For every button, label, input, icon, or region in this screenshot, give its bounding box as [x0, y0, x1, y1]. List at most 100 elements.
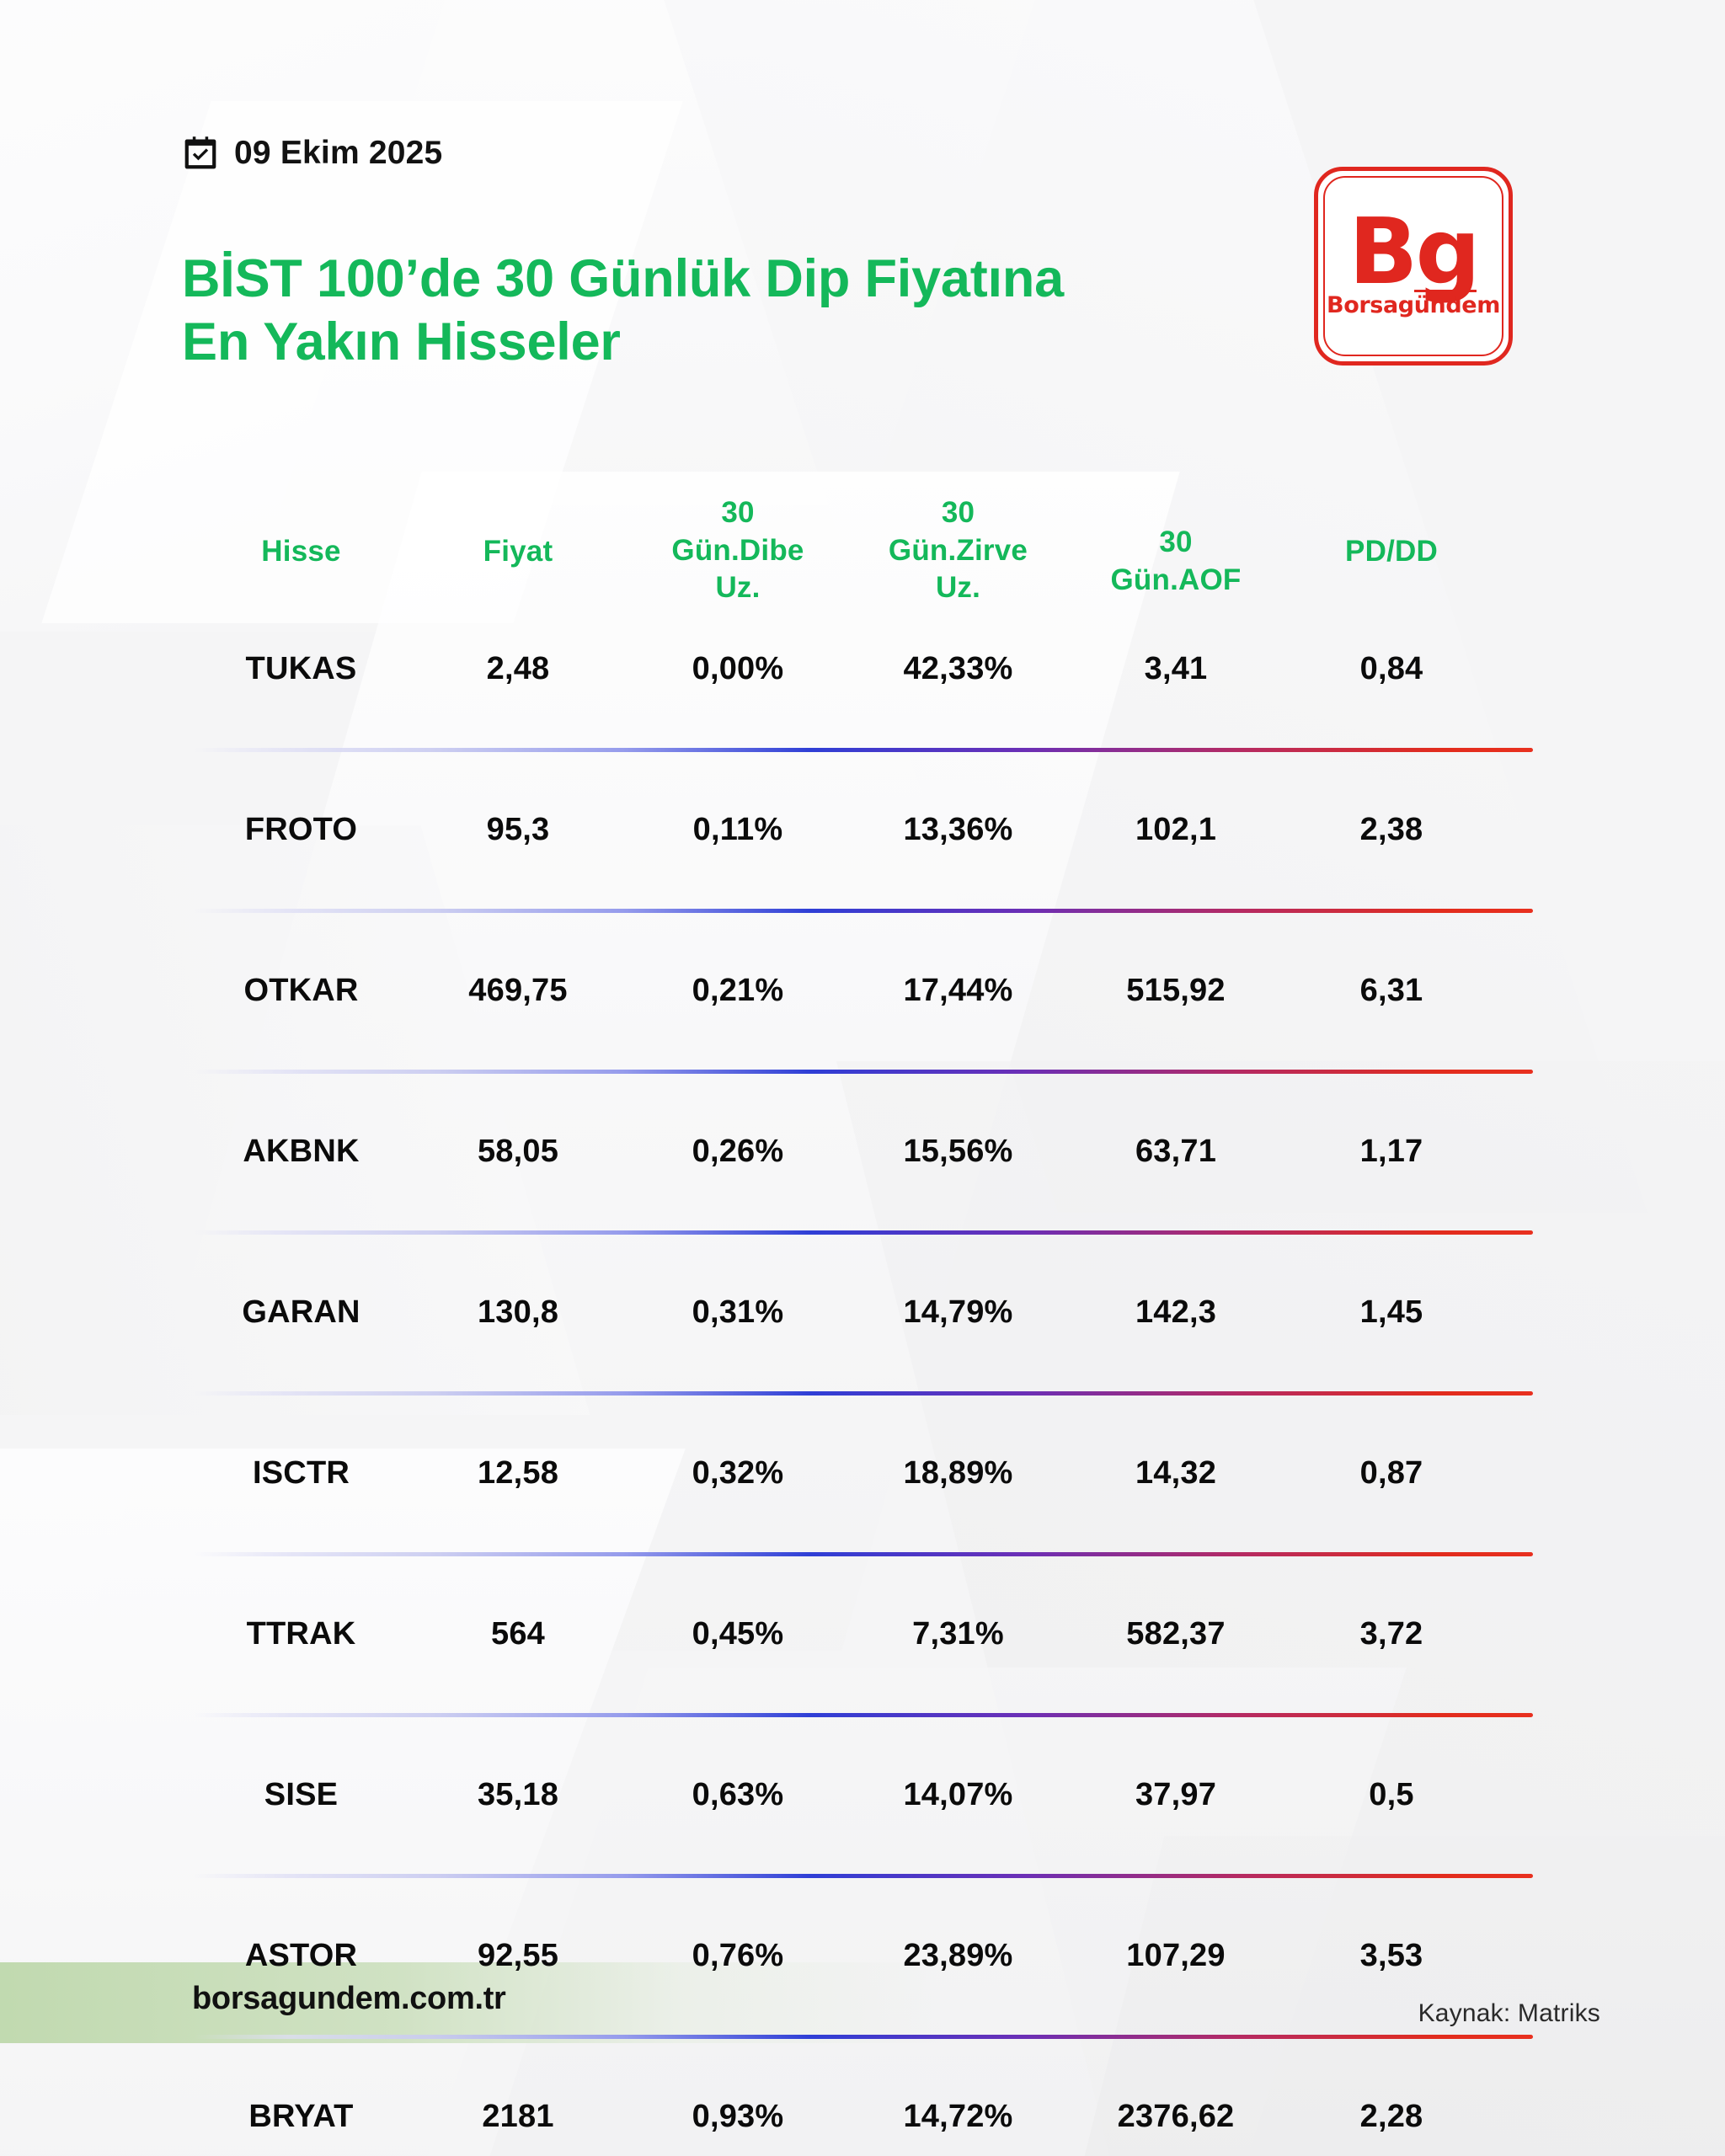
table-row: AKBNK 58,05 0,26% 15,56% 63,71 1,17 [194, 1114, 1533, 1189]
cell-zirve: 42,33% [903, 651, 1013, 686]
cell-fiyat: 92,55 [477, 1938, 559, 1973]
cell-zirve: 23,89% [903, 1938, 1013, 1973]
site-url[interactable]: borsagundem.com.tr [192, 1981, 506, 2016]
cell-zirve: 14,07% [903, 1777, 1013, 1812]
cell-aof: 515,92 [1126, 973, 1226, 1008]
footer-green-band [0, 1962, 943, 2043]
table-row: TUKAS 2,48 0,00% 42,33% 3,41 0,84 [194, 632, 1533, 707]
row-separator [194, 1874, 1533, 1878]
cell-fiyat: 564 [490, 1616, 545, 1652]
cell-aof: 3,41 [1144, 651, 1208, 686]
cell-aof: 37,97 [1135, 1777, 1217, 1812]
cell-hisse: GARAN [242, 1294, 360, 1330]
cell-hisse: ISCTR [253, 1455, 350, 1491]
row-separator [194, 748, 1533, 752]
row-separator [194, 1391, 1533, 1396]
cell-dibe: 0,93% [692, 2099, 784, 2134]
cell-fiyat: 58,05 [477, 1134, 559, 1169]
cell-hisse: ASTOR [244, 1938, 358, 1973]
column-header-fiyat: Fiyat [483, 534, 553, 568]
cell-zirve: 18,89% [903, 1455, 1013, 1491]
cell-hisse: AKBNK [243, 1134, 360, 1169]
cell-hisse: FROTO [244, 812, 358, 847]
title-line-1: BİST 100’de 30 Günlük Dip Fiyatına [182, 249, 1064, 309]
cell-dibe: 0,00% [692, 651, 784, 686]
cell-aof: 102,1 [1135, 812, 1217, 847]
cell-fiyat: 2,48 [486, 651, 550, 686]
column-header-zirve-uz: 30 Gün.Zirve Uz. [888, 495, 1028, 605]
cell-dibe: 0,21% [692, 973, 784, 1008]
table-row: GARAN 130,8 0,31% 14,79% 142,3 1,45 [194, 1275, 1533, 1350]
page-title: BİST 100’de 30 Günlük Dip Fiyatına En Ya… [182, 248, 1285, 373]
cell-dibe: 0,26% [692, 1134, 784, 1169]
logo-mark-bg: Bg [1348, 199, 1481, 305]
cell-pddd: 0,87 [1359, 1455, 1423, 1491]
cell-zirve: 15,56% [903, 1134, 1013, 1169]
row-separator [194, 1713, 1533, 1717]
cell-zirve: 13,36% [903, 812, 1013, 847]
column-header-aof: 30 Gün.AOF [1110, 526, 1242, 596]
column-header-pddd: PD/DD [1345, 534, 1438, 568]
cell-fiyat: 95,3 [486, 812, 550, 847]
cell-hisse: SISE [264, 1777, 339, 1812]
column-header-dibe-uz: 30 Gün.Dibe Uz. [671, 495, 804, 605]
table-row: BRYAT 2181 0,93% 14,72% 2376,62 2,28 [194, 2079, 1533, 2154]
cell-fiyat: 2181 [482, 2099, 554, 2134]
cell-zirve: 7,31% [912, 1616, 1004, 1652]
cell-pddd: 2,28 [1359, 2099, 1423, 2134]
data-source-label: Kaynak: Matriks [1418, 1999, 1600, 2027]
table-row: FROTO 95,3 0,11% 13,36% 102,1 2,38 [194, 792, 1533, 867]
cell-aof: 63,71 [1135, 1134, 1217, 1169]
cell-pddd: 3,53 [1359, 1938, 1423, 1973]
cell-fiyat: 469,75 [468, 973, 568, 1008]
stock-table: Hisse Fiyat 30 Gün.Dibe Uz. 30 Gün.Zirve… [194, 472, 1533, 2156]
cell-pddd: 3,72 [1359, 1616, 1423, 1652]
logo-wordmark: Borsagündem [1327, 290, 1500, 319]
title-line-2: En Yakın Hisseler [182, 312, 621, 371]
table-row: OTKAR 469,75 0,21% 17,44% 515,92 6,31 [194, 953, 1533, 1028]
cell-pddd: 1,17 [1359, 1134, 1423, 1169]
cell-fiyat: 35,18 [477, 1777, 559, 1812]
row-separator [194, 909, 1533, 913]
cell-zirve: 14,79% [903, 1294, 1013, 1330]
cell-hisse: BRYAT [248, 2099, 354, 2134]
date-text: 09 Ekim 2025 [234, 135, 443, 171]
cell-pddd: 1,45 [1359, 1294, 1423, 1330]
cell-dibe: 0,76% [692, 1938, 784, 1973]
cell-pddd: 0,84 [1359, 651, 1423, 686]
logo-word-part3: m [1477, 292, 1500, 319]
date-row: 09 Ekim 2025 [182, 135, 442, 172]
cell-aof: 142,3 [1135, 1294, 1217, 1330]
logo-word-part1: Borsag [1327, 292, 1414, 319]
cell-aof: 14,32 [1135, 1455, 1217, 1491]
cell-pddd: 0,5 [1369, 1777, 1414, 1812]
table-row: TTRAK 564 0,45% 7,31% 582,37 3,72 [194, 1597, 1533, 1672]
cell-dibe: 0,11% [692, 812, 783, 847]
cell-dibe: 0,45% [692, 1616, 784, 1652]
cell-pddd: 2,38 [1359, 812, 1423, 847]
table-row: SISE 35,18 0,63% 14,07% 37,97 0,5 [194, 1758, 1533, 1833]
cell-aof: 2376,62 [1117, 2099, 1235, 2134]
cell-hisse: OTKAR [243, 973, 359, 1008]
column-header-hisse: Hisse [261, 534, 341, 568]
row-separator [194, 1070, 1533, 1074]
cell-hisse: TTRAK [246, 1616, 356, 1652]
cell-zirve: 14,72% [903, 2099, 1013, 2134]
borsagundem-logo[interactable]: Bg Borsagündem [1314, 167, 1513, 366]
cell-aof: 582,37 [1126, 1616, 1226, 1652]
row-separator [194, 1230, 1533, 1235]
table-header-row: Hisse Fiyat 30 Gün.Dibe Uz. 30 Gün.Zirve… [194, 472, 1533, 632]
cell-dibe: 0,63% [692, 1777, 784, 1812]
cell-aof: 107,29 [1126, 1938, 1226, 1973]
calendar-check-icon [182, 135, 219, 172]
table-row: ASTOR 92,55 0,76% 23,89% 107,29 3,53 [194, 1919, 1533, 1993]
row-separator [194, 2035, 1533, 2039]
cell-zirve: 17,44% [903, 973, 1013, 1008]
cell-pddd: 6,31 [1359, 973, 1423, 1008]
table-row: ISCTR 12,58 0,32% 18,89% 14,32 0,87 [194, 1436, 1533, 1511]
cell-hisse: TUKAS [245, 651, 357, 686]
cell-fiyat: 130,8 [477, 1294, 559, 1330]
cell-dibe: 0,32% [692, 1455, 784, 1491]
cell-dibe: 0,31% [692, 1294, 784, 1330]
